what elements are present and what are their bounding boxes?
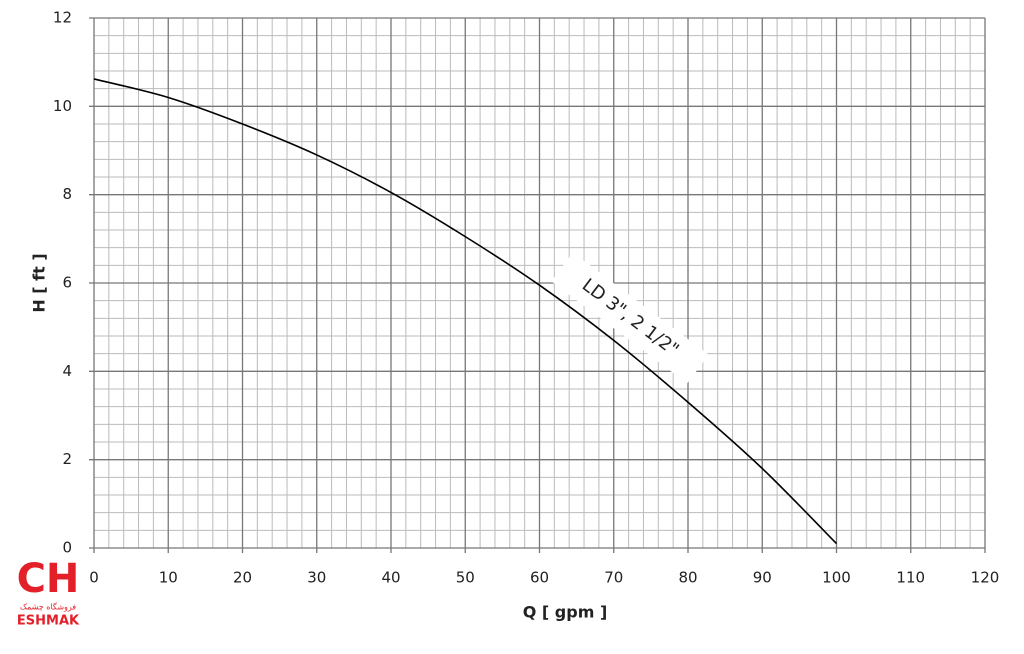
x-tick-label: 40 <box>381 569 400 587</box>
grid <box>89 17 986 553</box>
logo: CH فروشگاه چشمک ESHMAK <box>17 556 80 629</box>
x-tick-label: 120 <box>971 569 1000 587</box>
x-tick-label: 100 <box>822 569 851 587</box>
series-label: LD 3", 2 1/2" <box>578 275 683 361</box>
label-background <box>551 252 709 384</box>
y-tick-label: 2 <box>62 450 72 468</box>
y-tick-label: 4 <box>62 362 72 380</box>
x-tick-label: 0 <box>89 569 99 587</box>
x-tick-label: 90 <box>753 569 772 587</box>
x-axis-label: Q [ gpm ] <box>523 603 608 622</box>
x-tick-label: 20 <box>233 569 252 587</box>
curve <box>93 78 838 545</box>
logo-brand: ESHMAK <box>17 614 80 629</box>
x-tick-label: 50 <box>456 569 475 587</box>
logo-tagline: فروشگاه چشمک <box>20 602 76 612</box>
logo-mark: CH <box>17 556 80 602</box>
y-tick-label: 10 <box>53 97 72 115</box>
y-tick-label: 12 <box>53 9 72 27</box>
x-tick-label: 110 <box>896 569 925 587</box>
y-tick-label: 0 <box>62 539 72 557</box>
y-tick-label: 6 <box>62 274 72 292</box>
x-tick-label: 70 <box>604 569 623 587</box>
x-tick-label: 30 <box>307 569 326 587</box>
y-axis-label: H [ ft ] <box>30 253 49 312</box>
x-tick-label: 60 <box>530 569 549 587</box>
x-tick-label: 80 <box>678 569 697 587</box>
y-tick-label: 8 <box>62 185 72 203</box>
x-tick-label: 10 <box>159 569 178 587</box>
